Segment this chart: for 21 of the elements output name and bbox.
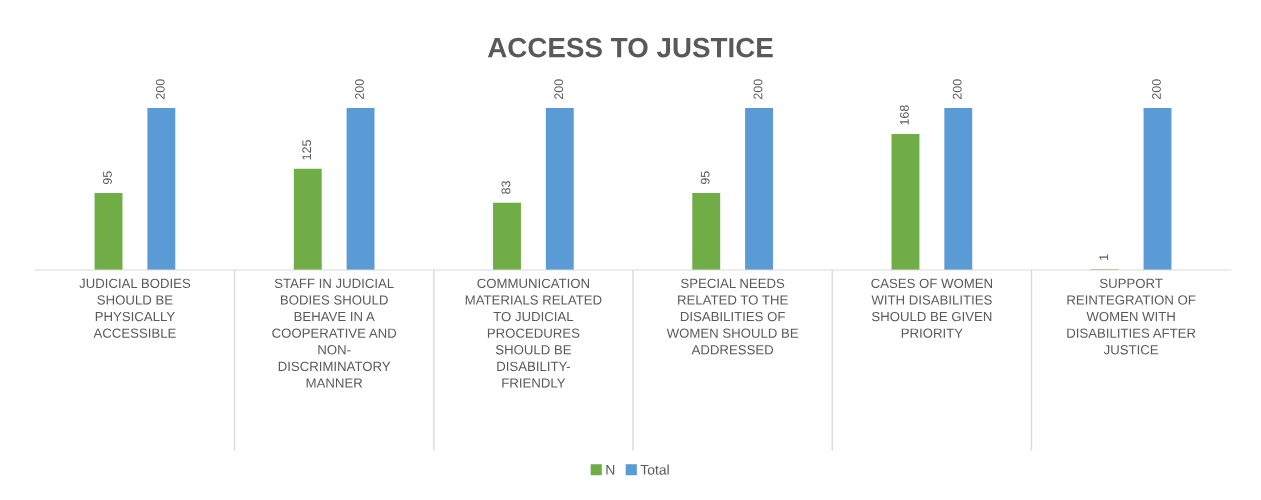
data-label: 200: [1152, 79, 1161, 99]
data-label: 200: [554, 79, 564, 99]
data-label: 200: [753, 79, 763, 99]
data-label: 95: [700, 171, 710, 185]
data-label: 83: [501, 181, 511, 194]
legend-label: N: [606, 465, 615, 475]
legend-label: Total: [640, 464, 669, 475]
data-label: 95: [103, 171, 112, 185]
x-tick-label: SPECIAL NEEDS RELATED TO THE DISABILITIES OF WOMEN SHOULD BE ADDRESSED: [666, 278, 799, 355]
data-label: 125: [302, 140, 312, 160]
data-label: 168: [899, 105, 909, 125]
data-label: 200: [355, 79, 364, 99]
x-tick-label: CASES OF WOMEN WITH DISABILITIES SHOULD BE GIVEN PRIORITY: [871, 278, 993, 338]
x-tick-label: STAFF IN JUDICIAL BODIES SHOULD BEHAVE IN A COOPERATIVE AND NON- DISCRIMINATORY MANNER: [272, 278, 397, 388]
x-tick-label: SUPPORT REINTEGRATION OF WOMEN WITH DISABILITIES AFTER JUSTICE: [1067, 278, 1196, 355]
data-label: 200: [952, 79, 962, 99]
data-label: 200: [155, 79, 165, 99]
chart-title: ACCESS TO JUSTICE: [487, 37, 773, 58]
x-tick-label: COMMUNICATION MATERIALS RELATED TO JUDICIAL PROCEDURES SHOULD BE DISABILITY- FRIENDLY: [465, 278, 602, 388]
data-label: 1: [1099, 254, 1108, 260]
x-tick-label: JUDICIAL BODIES SHOULD BE PHYSICALLY ACCESSIBLE: [79, 278, 191, 338]
